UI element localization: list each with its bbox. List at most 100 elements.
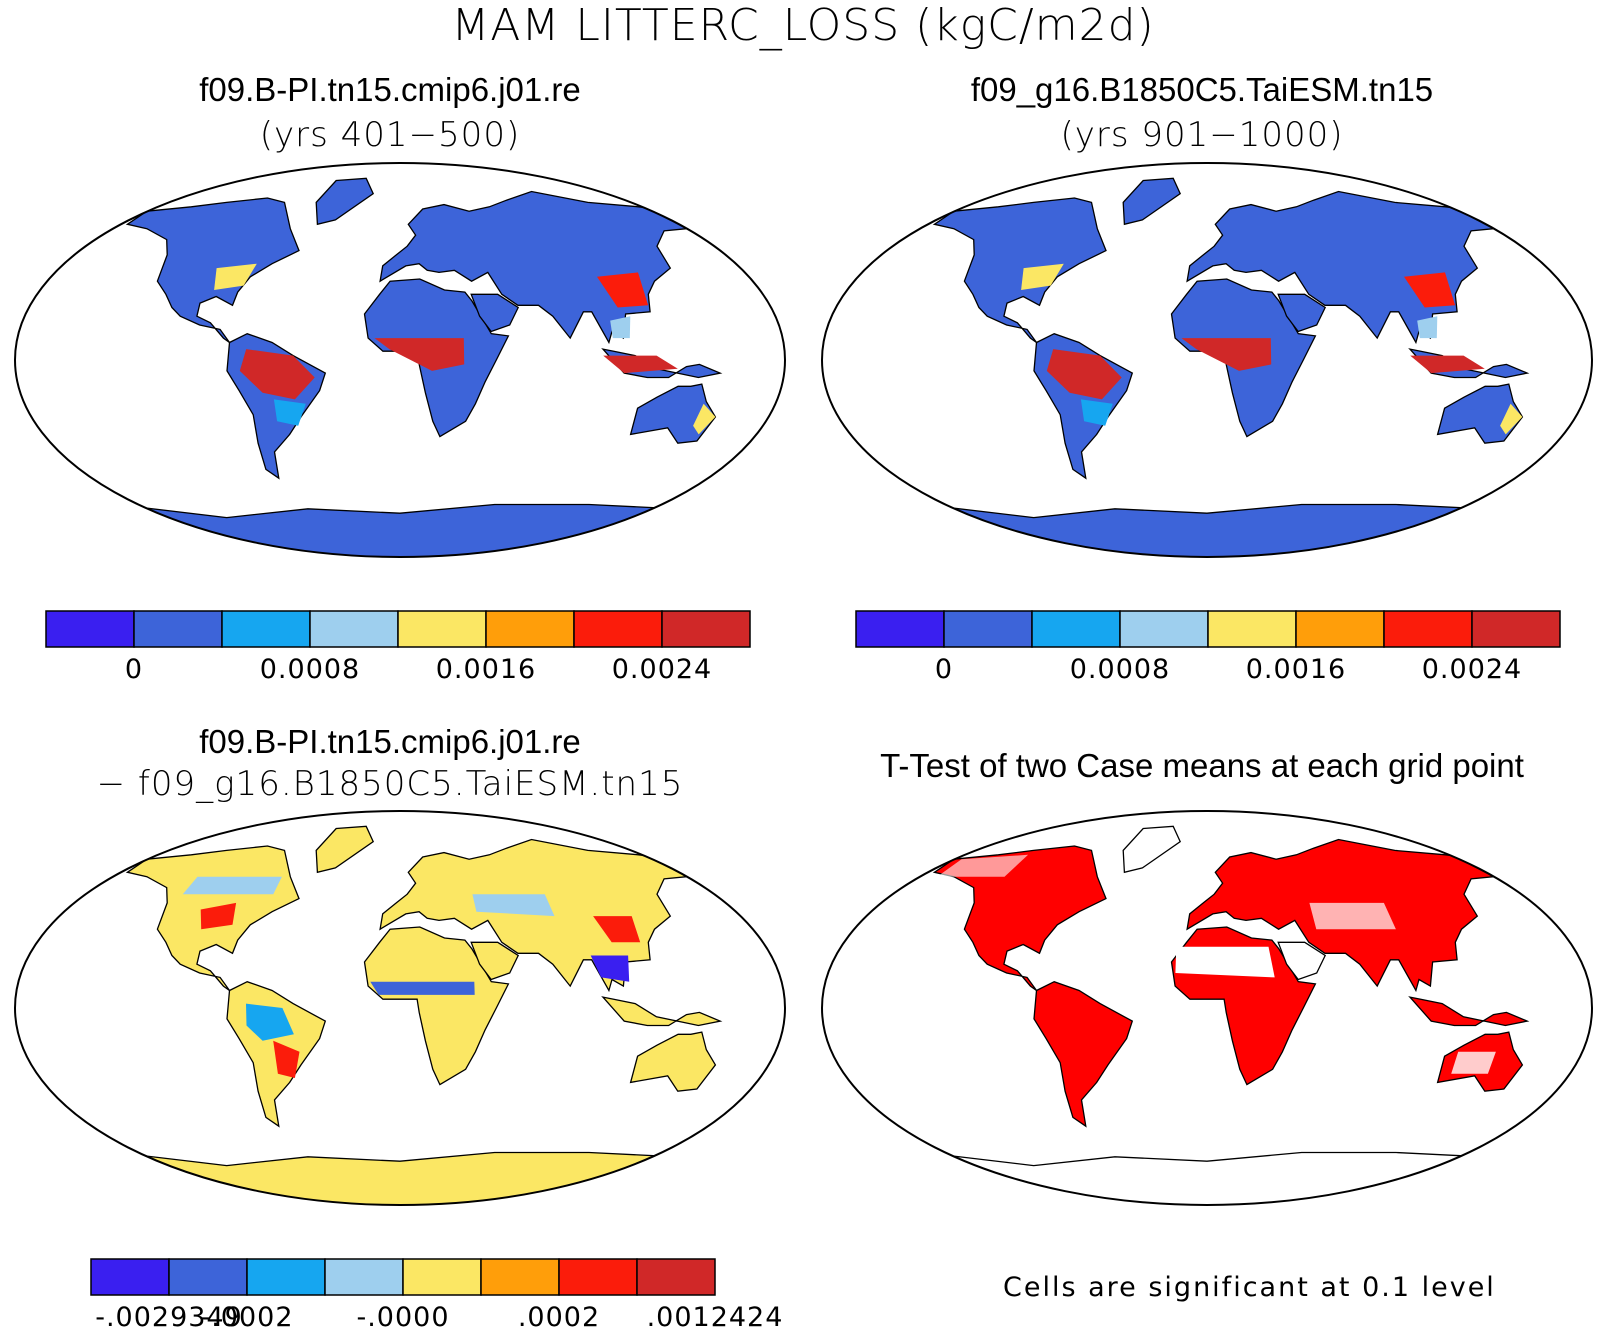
land-greenland	[1122, 825, 1182, 874]
field-patch	[1080, 399, 1113, 426]
colorbar-tick-label: -.0000	[356, 1302, 450, 1333]
colorbar-tick-label: 0.0024	[1421, 654, 1523, 685]
panel3-subtitle: − f09_g16.B1850C5.TaiESM.tn15	[96, 764, 684, 804]
colorbar-box	[1295, 610, 1385, 648]
field-patch	[610, 316, 631, 339]
field-patch	[1500, 403, 1523, 435]
figure-title: MAM LITTERC_LOSS (kgC/m2d)	[451, 0, 1155, 51]
field-patch	[472, 894, 555, 917]
land-greenland	[315, 825, 375, 874]
field-patch	[1404, 272, 1456, 308]
colorbar-case2	[855, 610, 1561, 648]
panel3-title: f09.B-PI.tn15.cmip6.j01.re	[199, 723, 581, 760]
field-patch	[239, 349, 315, 400]
map-frame	[14, 162, 786, 558]
map-case2	[821, 162, 1593, 558]
land-southAmerica	[1033, 980, 1134, 1128]
field-patch	[1451, 1051, 1496, 1074]
colorbar-tick-label: 0.0008	[1069, 654, 1171, 685]
colorbar-box	[397, 610, 487, 648]
colorbar-tick-label: 0.0008	[259, 654, 361, 685]
land-eurasia	[379, 838, 688, 993]
colorbar-box	[855, 610, 945, 648]
field-patch	[603, 355, 678, 374]
colorbar-tick-label: 0.0024	[611, 654, 713, 685]
field-patch	[374, 338, 465, 371]
panel4-title: T-Test of two Case means at each grid po…	[880, 747, 1524, 784]
colorbar-box	[636, 1258, 716, 1296]
significance-note: Cells are significant at 0.1 level	[1003, 1272, 1496, 1303]
land-eurasia	[379, 190, 688, 345]
colorbar-box	[168, 1258, 248, 1296]
colorbar-box	[573, 610, 663, 648]
land-arabia	[470, 941, 520, 981]
field-patch	[1181, 338, 1272, 371]
map-difference	[14, 810, 786, 1206]
colorbar-tick-label: 0	[934, 654, 954, 685]
land-northAmerica	[932, 845, 1107, 992]
land-arabia	[1277, 293, 1327, 333]
colorbar-tick-label: -.0002	[200, 1302, 294, 1333]
colorbar-box	[943, 610, 1033, 648]
land-australia	[629, 1031, 717, 1092]
colorbar-box	[1471, 610, 1561, 648]
field-patch	[370, 981, 475, 995]
colorbar-box	[45, 610, 135, 648]
field-patch	[246, 1003, 294, 1041]
field-patch	[1046, 349, 1122, 400]
land-australia	[1436, 383, 1524, 444]
colorbar-box	[480, 1258, 560, 1296]
colorbar-box	[485, 610, 575, 648]
colorbar-box	[1119, 610, 1209, 648]
map-ttest	[821, 810, 1593, 1206]
land-eurasia	[1186, 190, 1495, 345]
field-patch	[273, 1040, 300, 1078]
colorbar-box	[1031, 610, 1121, 648]
colorbar-box	[402, 1258, 482, 1296]
colorbar-tick-label: 0.0016	[435, 654, 537, 685]
colorbar-box	[1207, 610, 1297, 648]
colorbar-box	[246, 1258, 326, 1296]
field-patch	[693, 403, 716, 435]
field-patch	[937, 854, 1029, 877]
panel2-subtitle: (yrs 901−1000)	[1060, 115, 1344, 155]
field-patch	[200, 902, 237, 930]
field-patch	[597, 272, 649, 308]
land-arabia	[470, 293, 520, 333]
panel2-title: f09_g16.B1850C5.TaiESM.tn15	[970, 71, 1434, 108]
field-patch	[214, 263, 257, 290]
colorbar-box	[309, 610, 399, 648]
colorbar-tick-label: .0012424	[646, 1302, 784, 1333]
land-greenland	[1122, 177, 1182, 226]
map-frame	[821, 162, 1593, 558]
land-greenland	[315, 177, 375, 226]
colorbar-box	[324, 1258, 404, 1296]
colorbar-case1	[45, 610, 751, 648]
colorbar-box	[558, 1258, 638, 1296]
colorbar-tick-label: 0	[124, 654, 144, 685]
land-africa	[363, 926, 510, 1086]
colorbar-difference	[90, 1258, 716, 1296]
colorbar-box	[133, 610, 223, 648]
colorbar-box	[661, 610, 751, 648]
colorbar-tick-label: .0002	[517, 1302, 601, 1333]
panel1-subtitle: (yrs 401−500)	[259, 115, 521, 155]
land-indonesia	[601, 996, 723, 1027]
colorbar-tick-label: 0.0016	[1245, 654, 1347, 685]
map-case1	[14, 162, 786, 558]
land-australia	[629, 383, 717, 444]
map-frame	[14, 810, 786, 1206]
land-northAmerica	[125, 197, 300, 344]
field-patch	[593, 916, 641, 943]
field-patch	[1417, 316, 1438, 339]
land-arabia	[1277, 941, 1327, 981]
field-patch	[182, 876, 282, 895]
colorbar-box	[1383, 610, 1473, 648]
colorbar-box	[221, 610, 311, 648]
field-patch	[1175, 946, 1275, 978]
field-patch	[1410, 355, 1485, 374]
panel1-title: f09.B-PI.tn15.cmip6.j01.re	[199, 71, 581, 108]
field-patch	[1021, 263, 1064, 290]
land-indonesia	[1408, 996, 1530, 1027]
colorbar-box	[90, 1258, 170, 1296]
